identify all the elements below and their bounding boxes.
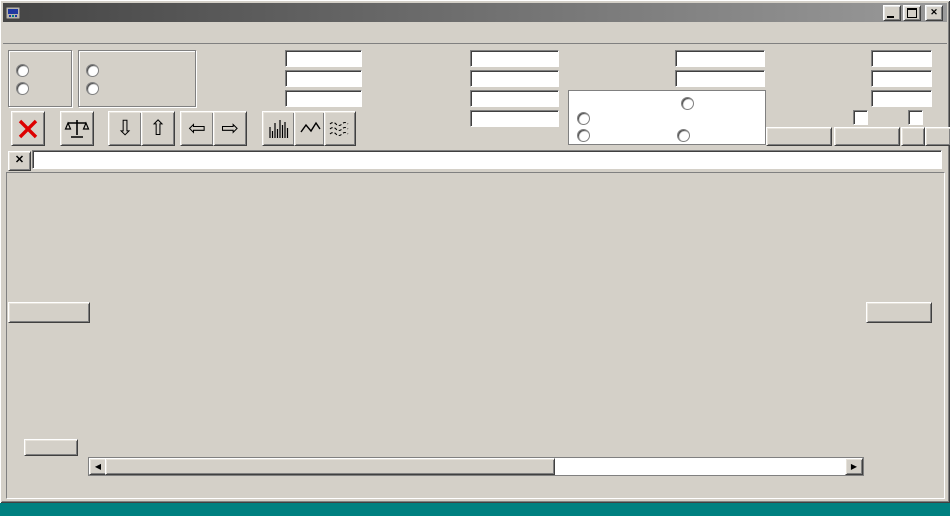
series-clock-rate-radio[interactable]	[677, 129, 690, 142]
average-rate-value	[285, 90, 362, 107]
series-temperature-radio[interactable]	[681, 97, 694, 110]
scrollbar-right-arrow[interactable]: ▶	[845, 458, 863, 475]
last-reading-value	[285, 70, 362, 87]
delete-button[interactable]	[11, 111, 45, 146]
scrollbar-left-arrow[interactable]: ◀	[89, 458, 107, 475]
series-amplitude-radio[interactable]	[577, 129, 590, 142]
scroll-right-button[interactable]: ⇨	[213, 111, 247, 146]
series-selector-panel	[568, 90, 766, 145]
balance-scale-icon	[64, 119, 90, 138]
pend-length-value	[675, 50, 765, 67]
scrollbar-thumb[interactable]	[105, 458, 555, 475]
maximize-icon	[907, 8, 917, 18]
title-bar[interactable]: ✕	[3, 3, 947, 22]
arrow-right-icon: ⇨	[221, 117, 239, 140]
histogram-icon	[268, 119, 288, 138]
chart-panel	[6, 172, 945, 499]
arrow-left-icon: ⇦	[188, 117, 206, 140]
clock-name-input[interactable]	[32, 150, 942, 169]
minimize-button[interactable]	[883, 5, 901, 21]
pan-up-button[interactable]	[901, 127, 925, 146]
zigzag-line-icon	[299, 121, 321, 132]
pend-adjust-value	[675, 70, 765, 87]
clear-name-button[interactable]: ✕	[8, 151, 31, 171]
instability-value	[470, 90, 559, 107]
zoom-in-button[interactable]	[766, 127, 832, 146]
average-error-value	[470, 70, 559, 87]
option-checkbox-1[interactable]	[853, 110, 868, 125]
zero-button[interactable]	[24, 439, 78, 456]
series-humidity-radio[interactable]	[577, 112, 590, 125]
balance-button[interactable]	[60, 111, 94, 146]
barometer-value	[871, 70, 932, 87]
menu-bar	[3, 22, 947, 44]
app-icon	[6, 6, 20, 19]
humidity-value	[871, 90, 932, 107]
chart-scrollbar[interactable]: ◀ ▶	[88, 457, 864, 476]
left-axis-center-button[interactable]	[8, 302, 90, 323]
red-x-icon	[18, 119, 38, 138]
option-checkbox-2[interactable]	[908, 110, 923, 125]
multi-line-view-button[interactable]	[324, 111, 356, 146]
app-window: ✕	[0, 0, 950, 503]
maximize-button[interactable]	[903, 5, 921, 21]
minimize-icon	[887, 16, 894, 18]
shift-up-button[interactable]: ⇧	[141, 111, 175, 146]
chart-plot[interactable]	[95, 192, 862, 456]
plot-on-radio[interactable]	[16, 64, 29, 77]
arrow-down-icon: ⇩	[116, 117, 134, 140]
line-view-button[interactable]	[294, 111, 325, 146]
show-groupbox	[78, 50, 196, 107]
target-rate-value	[470, 50, 559, 67]
arrow-up-icon: ⇧	[149, 117, 167, 140]
close-button[interactable]: ✕	[925, 5, 943, 21]
right-axis-center-button[interactable]	[866, 302, 932, 323]
pan-down-button[interactable]	[925, 127, 950, 146]
shift-down-button[interactable]: ⇩	[108, 111, 142, 146]
wavy-lines-icon	[329, 121, 349, 136]
zoom-out-button[interactable]	[834, 127, 900, 146]
plot-groupbox	[8, 50, 72, 107]
plot-off-radio[interactable]	[16, 82, 29, 95]
samples-value	[285, 50, 362, 67]
histogram-view-button[interactable]	[262, 111, 295, 146]
scroll-left-button[interactable]: ⇦	[180, 111, 214, 146]
current-time-value	[470, 110, 559, 127]
show-averages-radio[interactable]	[86, 82, 99, 95]
temperature-value	[871, 50, 932, 67]
show-rates-radio[interactable]	[86, 64, 99, 77]
